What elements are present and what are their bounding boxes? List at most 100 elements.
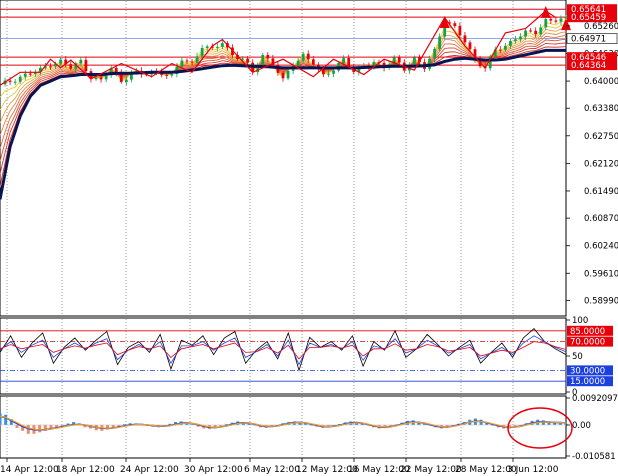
macd-tick-label-1: 0.00 [572, 421, 591, 431]
current-price-tag: 0.64971 [566, 33, 618, 45]
macd-bar-87 [490, 424, 494, 426]
macd-orange-line [0, 415, 567, 431]
stochastic-levels [0, 330, 566, 382]
svg-text:30.0000: 30.0000 [570, 366, 605, 376]
candle-25 [124, 76, 128, 86]
x-tick-label-8: 28 May 12:00 [455, 465, 517, 475]
zigzag-arrow-1 [540, 5, 551, 18]
macd-bar-54 [304, 423, 308, 425]
macd-bar-34 [190, 424, 194, 426]
candle-12 [59, 56, 63, 67]
stoch-line-1 [0, 335, 567, 366]
current-price-label: 0.64971 [571, 35, 606, 45]
macd-bar-99 [558, 423, 562, 425]
price-tick-label-3: 0.63380 [584, 104, 618, 114]
zigzag-arrow-2 [561, 18, 571, 31]
macd-bar-35 [196, 424, 200, 427]
macd-bar-40 [224, 424, 228, 425]
macd-bar-74 [417, 421, 421, 425]
candle-13 [64, 56, 68, 68]
candle-40 [200, 44, 204, 60]
level-tag-1: 0.65459 [567, 12, 617, 23]
candle-103 [519, 33, 522, 43]
candle-53 [266, 52, 270, 62]
candle-38 [190, 58, 194, 67]
macd-bar-12 [66, 423, 70, 425]
macd-bar-55 [309, 424, 313, 426]
candle-107 [539, 24, 543, 38]
macd-bar-30 [168, 423, 172, 425]
level-tag-2: 0.64546 [567, 52, 617, 63]
candle-57 [286, 67, 290, 81]
stoch-level-tag-1: 70.0000 [567, 336, 613, 348]
price-tick-label-7: 0.60870 [584, 214, 618, 224]
macd-bar-8 [43, 424, 47, 431]
x-tick-label-7: 22 May 12:00 [400, 465, 462, 475]
macd-bar-3 [15, 424, 19, 428]
candle-104 [524, 28, 527, 40]
price-tick-label-9: 0.59610 [584, 269, 618, 279]
macd-bar-85 [479, 419, 483, 425]
candle-93 [468, 40, 472, 53]
macd-bar-53 [298, 422, 302, 425]
macd-bar-4 [21, 424, 25, 431]
zigzag-arrow-0 [439, 15, 450, 28]
stoch-tick-label-1: 50 [572, 352, 583, 362]
candle-43 [215, 43, 219, 52]
candle-109 [549, 16, 553, 24]
x-tick-label-2: 24 Apr 12:00 [120, 465, 179, 475]
x-tick-label-5: 12 May 12:00 [296, 465, 358, 475]
stoch-level-tag-3: 15.0000 [567, 376, 613, 387]
candle-41 [205, 44, 209, 52]
candle-85 [428, 55, 431, 72]
macd-bar-38 [213, 424, 217, 428]
macd-bar-65 [366, 424, 370, 426]
candle-14 [69, 61, 73, 71]
macd-bar-86 [485, 422, 489, 425]
price-panel-frame [0, 0, 567, 317]
stoch-level-tag-2: 30.0000 [567, 365, 613, 376]
macd-panel: 0.0092097 0.00 -0.010581 [0, 394, 618, 462]
candle-6 [28, 70, 32, 77]
macd-bar-75 [423, 423, 426, 425]
candle-111 [559, 15, 563, 26]
price-tick-label-10: 0.58990 [584, 296, 618, 306]
stoch-tick-label-2: 0 [572, 388, 577, 398]
candle-92 [463, 32, 467, 45]
stochastic-y-axis: 100 50 0 [566, 316, 588, 398]
macd-bar-97 [547, 421, 551, 425]
macd-bar-63 [355, 422, 359, 425]
macd-bar-20 [111, 424, 115, 428]
macd-bar-69 [389, 424, 393, 427]
price-tick-label-6: 0.61490 [584, 187, 618, 197]
candle-106 [534, 27, 538, 38]
macd-bar-1 [4, 414, 8, 425]
price-vertical-separators [6, 1, 514, 315]
price-tick-label-0: 0.65260 [584, 22, 618, 32]
macd-bar-44 [247, 423, 251, 425]
candle-15 [74, 61, 78, 73]
macd-bar-22 [123, 424, 127, 425]
macd-tick-label-2: -0.010581 [572, 452, 616, 462]
candle-39 [195, 52, 199, 65]
macd-bar-15 [83, 424, 87, 428]
macd-bar-5 [26, 424, 30, 434]
candle-97 [488, 54, 492, 71]
candle-108 [544, 16, 548, 31]
candle-99 [498, 46, 502, 54]
candle-54 [271, 54, 275, 68]
svg-text:15.0000: 15.0000 [570, 377, 605, 387]
macd-bar-10 [55, 424, 59, 428]
candle-90 [453, 20, 457, 29]
macd-bar-98 [553, 422, 557, 425]
svg-text:0.64364: 0.64364 [571, 61, 606, 71]
candle-101 [509, 38, 512, 50]
stochastic-lines [0, 328, 567, 372]
candle-110 [554, 16, 558, 24]
macd-bar-7 [38, 424, 42, 433]
